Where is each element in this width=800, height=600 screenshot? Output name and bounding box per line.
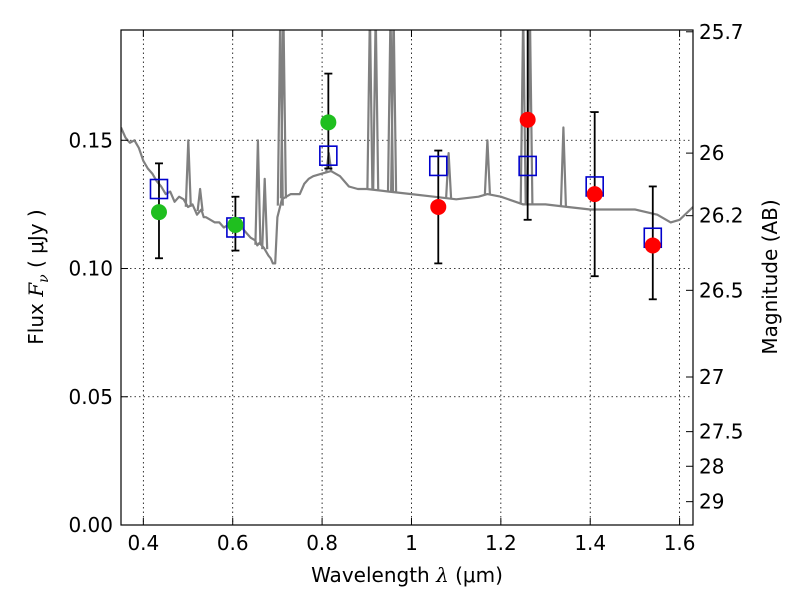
x-tick-label: 1 — [405, 531, 418, 555]
emission-line-spike — [390, 30, 398, 193]
emission-line-spike — [254, 139, 262, 245]
y-tick-label: 0.05 — [68, 385, 113, 409]
observed-point-red — [430, 198, 447, 215]
right-tick-label: 28 — [699, 454, 724, 478]
right-tick-label: 26 — [699, 141, 724, 165]
y-tick-label: 0.15 — [68, 128, 113, 152]
plot-series — [121, 30, 693, 301]
observed-point-red — [586, 186, 603, 203]
x-tick-label: 1.2 — [485, 531, 517, 555]
emission-line-spike — [445, 152, 453, 199]
emission-line-spike — [519, 30, 527, 205]
x-tick-label: 1.4 — [574, 531, 606, 555]
right-axis-title: Magnitude (AB) — [758, 199, 782, 354]
y-tick-label: 0.10 — [68, 257, 113, 281]
y-axis-title: Flux Fν ( μJy ) — [24, 209, 52, 344]
right-tick-label: 27.5 — [699, 420, 744, 444]
x-tick-label: 0.4 — [127, 531, 159, 555]
x-axis-title: Wavelength λ (μm) — [311, 563, 503, 587]
emission-line-spike — [184, 139, 192, 207]
right-tick-label: 27 — [699, 365, 724, 389]
observed-point-green — [227, 216, 244, 233]
model-photometry-square — [518, 155, 537, 177]
emission-line-spike — [261, 177, 269, 250]
right-axis-ticks: 25.7 26 26.2 26.5 27 27.5 28 29 — [686, 20, 744, 514]
right-tick-label: 26.5 — [699, 278, 744, 302]
emission-line-spike — [372, 30, 380, 191]
emission-line-spike — [366, 30, 374, 190]
model-photometry-square — [149, 178, 169, 200]
x-tick-label: 1.6 — [664, 531, 696, 555]
model-photometry-square — [319, 145, 338, 166]
emission-line-spike — [279, 30, 287, 199]
y-tick-label: 0.00 — [68, 513, 113, 537]
emission-line-spike — [483, 139, 491, 195]
right-tick-label: 25.7 — [699, 20, 744, 44]
observed-point-red — [519, 111, 536, 128]
model-photometry-square — [428, 155, 448, 177]
observed-point-green — [150, 204, 167, 221]
x-axis-ticks: 0.4 0.6 0.8 1 1.2 1.4 1.6 — [127, 30, 696, 555]
observed-point-red — [644, 237, 661, 254]
x-tick-label: 0.6 — [217, 531, 249, 555]
right-tick-label: 26.2 — [699, 204, 744, 228]
grid-lines — [121, 30, 693, 526]
observed-point-green — [320, 114, 337, 131]
right-tick-label: 29 — [699, 490, 724, 514]
plot-frame — [120, 29, 694, 526]
y-axis-ticks: 0.00 0.05 0.10 0.15 — [68, 128, 128, 537]
emission-line-spike — [196, 187, 204, 212]
x-tick-label: 0.8 — [306, 531, 338, 555]
model-spectrum-line — [121, 127, 693, 265]
emission-line-spike — [559, 126, 567, 207]
